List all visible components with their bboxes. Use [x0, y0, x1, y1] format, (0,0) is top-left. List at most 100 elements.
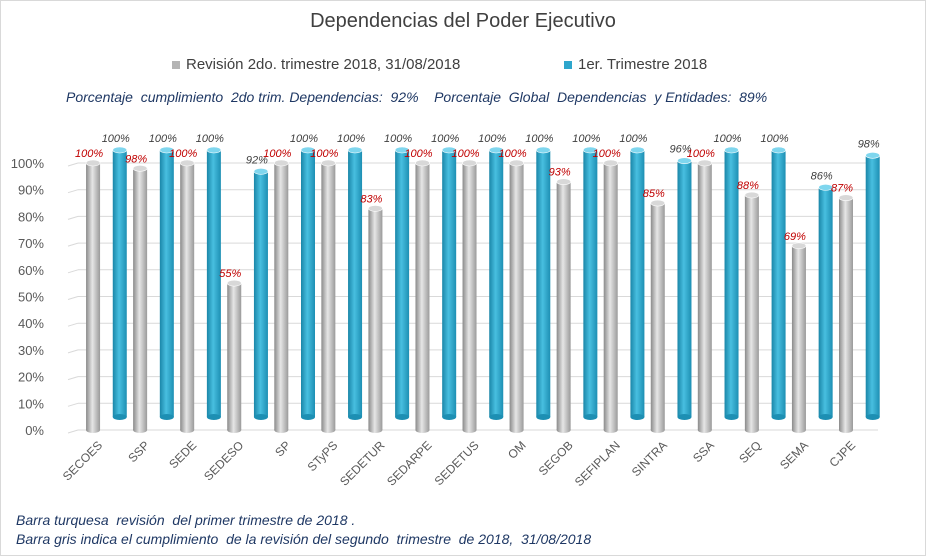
bar-gray-label: 88% — [737, 180, 759, 192]
bar-gray-label: 100% — [499, 148, 527, 160]
bar-gray-base — [180, 427, 195, 433]
bar-gray-base — [274, 427, 289, 433]
bar-blue-top — [159, 146, 175, 154]
bar-gray-base — [650, 427, 665, 433]
bar-gray-base — [86, 427, 101, 433]
bar-gray — [133, 168, 148, 430]
bar-blue — [724, 150, 739, 417]
bar-gray-top — [650, 199, 666, 207]
bar-gray-label: 100% — [404, 148, 432, 160]
bar-blue-label: 100% — [384, 133, 412, 145]
legend-swatch-blue — [564, 60, 572, 69]
bar-blue-label: 100% — [290, 133, 318, 145]
x-category-label: SEGOB — [536, 438, 576, 478]
bar-blue-top — [488, 146, 504, 154]
y-tick-label: 20% — [18, 370, 44, 385]
gridline-depth — [67, 322, 79, 327]
bar-blue — [395, 150, 410, 417]
bar-gray — [556, 181, 571, 430]
bar-blue-base — [442, 414, 457, 420]
bar-gray — [603, 163, 618, 430]
x-category-label: OM — [505, 438, 529, 462]
bar-gray-top — [368, 205, 383, 212]
summary-text: Porcentaje cumplimiento 2do trim. Depend… — [66, 89, 768, 105]
y-tick-label: 80% — [18, 209, 44, 224]
bar-blue-label: 100% — [196, 133, 224, 145]
bar-blue-base — [536, 414, 551, 420]
bar-gray-top — [132, 165, 148, 172]
bar-blue-base — [395, 414, 410, 420]
x-category-label: SEDESO — [201, 438, 246, 483]
bar-gray-base — [697, 427, 712, 433]
bar-blue-top — [535, 146, 551, 154]
bar-blue-top — [300, 146, 316, 154]
gridline-depth — [67, 429, 79, 434]
bar-gray-label: 55% — [219, 268, 241, 280]
bar-blue — [771, 150, 786, 417]
bar-blue-label: 100% — [102, 133, 130, 145]
bar-blue — [865, 155, 880, 417]
bar-blue — [489, 150, 504, 417]
bar-blue-base — [206, 414, 221, 420]
bar-gray — [744, 195, 759, 430]
bar-blue — [112, 150, 127, 417]
bar-blue-label: 100% — [525, 133, 553, 145]
x-category-label: SEQ — [736, 438, 764, 466]
x-category-label: SEDETUR — [337, 438, 388, 489]
bar-gray-top — [744, 191, 760, 199]
bar-gray-label: 100% — [263, 148, 291, 160]
gridline-depth — [67, 215, 79, 220]
bar-blue — [253, 171, 268, 417]
bar-blue-base — [677, 414, 692, 420]
bar-gray-label: 69% — [784, 231, 806, 243]
x-category-label: SP — [272, 438, 293, 459]
gridline-depth — [67, 349, 79, 354]
y-tick-label: 70% — [18, 236, 44, 251]
legend-item-gray: Revisión 2do. trimestre 2018, 31/08/2018 — [172, 56, 460, 73]
bar-blue-base — [583, 414, 598, 420]
bar-blue-base — [489, 414, 504, 420]
gridline-depth — [67, 376, 79, 381]
bar-blue-top — [112, 146, 128, 154]
bar-blue-label: 100% — [149, 133, 177, 145]
y-tick-label: 0% — [25, 423, 44, 438]
bar-blue-top — [771, 146, 786, 154]
bar-gray-base — [603, 427, 618, 433]
x-category-label: STyPS — [305, 438, 341, 474]
bar-gray-base — [368, 427, 383, 433]
bar-gray — [697, 163, 712, 430]
bar-blue — [677, 160, 692, 417]
bar-blue-label: 100% — [713, 133, 741, 145]
bar-gray-label: 87% — [831, 183, 853, 195]
bar-gray-base — [227, 427, 242, 433]
bar-gray — [368, 208, 383, 430]
bar-blue-top — [630, 146, 645, 154]
bar-blue — [206, 150, 221, 417]
bar-gray-top — [85, 159, 101, 167]
x-category-label: SSA — [690, 438, 717, 465]
bar-gray-top — [791, 242, 807, 250]
y-tick-label: 50% — [18, 290, 44, 305]
x-category-label: SECOES — [60, 438, 105, 483]
bar-gray-label: 100% — [169, 148, 197, 160]
gridline-depth — [67, 162, 79, 167]
bar-blue-top — [818, 184, 833, 191]
x-category-label: SEDETUS — [432, 438, 482, 488]
bar-blue-top — [394, 146, 410, 154]
bar-blue — [301, 150, 315, 417]
x-category-label: SINTRA — [629, 438, 670, 479]
x-category-label: SEMA — [777, 438, 811, 472]
gridline-depth — [67, 189, 79, 194]
bar-gray — [791, 245, 806, 430]
bar-gray-top — [697, 159, 713, 167]
bar-blue-label: 92% — [246, 154, 268, 166]
bar-gray — [86, 163, 101, 430]
legend-item-blue: 1er. Trimestre 2018 — [564, 56, 707, 73]
bar-gray — [227, 283, 242, 430]
bar-blue-base — [348, 414, 363, 420]
bar-blue-base — [112, 414, 127, 420]
bar-blue — [536, 150, 551, 417]
bar-blue-top — [724, 146, 739, 154]
bar-gray — [321, 163, 336, 430]
